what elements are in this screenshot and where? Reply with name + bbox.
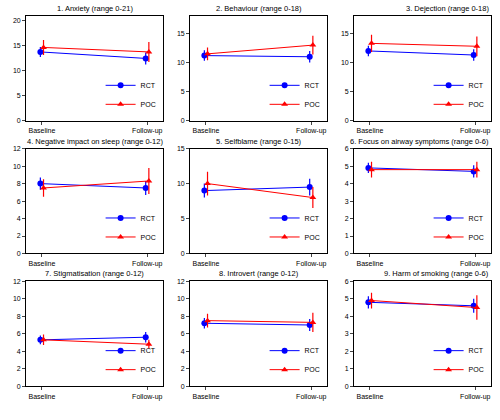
svg-text:12: 12 bbox=[13, 145, 21, 152]
svg-text:POC: POC bbox=[141, 234, 156, 241]
svg-text:Baseline: Baseline bbox=[29, 127, 56, 134]
svg-text:0: 0 bbox=[17, 117, 21, 124]
svg-text:15: 15 bbox=[177, 145, 185, 152]
svg-text:6: 6 bbox=[17, 198, 21, 205]
svg-text:1: 1 bbox=[345, 365, 349, 372]
svg-text:6: 6 bbox=[17, 330, 21, 337]
svg-text:8: 8 bbox=[181, 313, 185, 320]
svg-text:2. Behaviour (range 0-18): 2. Behaviour (range 0-18) bbox=[216, 4, 302, 13]
svg-text:3: 3 bbox=[345, 198, 349, 205]
svg-text:2: 2 bbox=[17, 365, 21, 372]
svg-text:5: 5 bbox=[181, 215, 185, 222]
svg-text:Baseline: Baseline bbox=[193, 127, 220, 134]
svg-text:6: 6 bbox=[181, 330, 185, 337]
svg-text:4: 4 bbox=[345, 313, 349, 320]
svg-text:15: 15 bbox=[13, 42, 21, 49]
svg-text:15: 15 bbox=[341, 30, 349, 37]
svg-text:2: 2 bbox=[345, 348, 349, 355]
svg-text:POC: POC bbox=[305, 234, 320, 241]
svg-text:10: 10 bbox=[177, 59, 185, 66]
svg-text:8: 8 bbox=[17, 180, 21, 187]
svg-text:RCT: RCT bbox=[305, 347, 320, 354]
svg-text:3. Dejection (range 0-18): 3. Dejection (range 0-18) bbox=[406, 4, 489, 13]
svg-text:10: 10 bbox=[13, 163, 21, 170]
svg-text:RCT: RCT bbox=[305, 215, 320, 222]
svg-text:Baseline: Baseline bbox=[29, 393, 56, 400]
svg-text:Follow-up: Follow-up bbox=[460, 393, 490, 401]
svg-text:RCT: RCT bbox=[305, 82, 320, 89]
svg-text:3: 3 bbox=[345, 330, 349, 337]
svg-text:RCT: RCT bbox=[141, 82, 156, 89]
svg-text:8: 8 bbox=[17, 313, 21, 320]
svg-text:Baseline: Baseline bbox=[357, 127, 384, 134]
svg-text:5. Selfblame (range 0-15): 5. Selfblame (range 0-15) bbox=[216, 137, 302, 146]
svg-text:Baseline: Baseline bbox=[193, 393, 220, 400]
svg-text:8. Introvert (range 0-12): 8. Introvert (range 0-12) bbox=[219, 269, 299, 278]
svg-text:POC: POC bbox=[469, 101, 484, 108]
svg-text:Baseline: Baseline bbox=[193, 260, 220, 267]
svg-text:4. Negative impact on sleep (r: 4. Negative impact on sleep (range 0-12) bbox=[27, 137, 163, 146]
svg-text:10: 10 bbox=[177, 295, 185, 302]
svg-text:6: 6 bbox=[345, 278, 349, 285]
svg-text:POC: POC bbox=[469, 234, 484, 241]
svg-text:9. Harm of smoking (range 0-6): 9. Harm of smoking (range 0-6) bbox=[384, 269, 489, 278]
svg-text:RCT: RCT bbox=[469, 215, 484, 222]
svg-text:10: 10 bbox=[177, 180, 185, 187]
svg-text:15: 15 bbox=[177, 30, 185, 37]
svg-text:0: 0 bbox=[345, 383, 349, 390]
svg-text:Follow-up: Follow-up bbox=[460, 260, 490, 268]
svg-text:RCT: RCT bbox=[141, 215, 156, 222]
svg-text:Follow-up: Follow-up bbox=[132, 127, 162, 135]
svg-text:0: 0 bbox=[181, 117, 185, 124]
svg-text:4: 4 bbox=[181, 348, 185, 355]
svg-text:12: 12 bbox=[177, 278, 185, 285]
svg-text:7. Stigmatisation (range 0-12): 7. Stigmatisation (range 0-12) bbox=[45, 269, 144, 278]
svg-text:Baseline: Baseline bbox=[357, 393, 384, 400]
svg-text:20: 20 bbox=[13, 17, 21, 24]
svg-text:Follow-up: Follow-up bbox=[132, 393, 162, 401]
svg-text:4: 4 bbox=[17, 215, 21, 222]
svg-text:4: 4 bbox=[345, 180, 349, 187]
svg-text:RCT: RCT bbox=[469, 82, 484, 89]
svg-text:6. Focus on airway symptoms (r: 6. Focus on airway symptoms (range 0-6) bbox=[350, 137, 489, 146]
svg-text:2: 2 bbox=[345, 215, 349, 222]
svg-text:2: 2 bbox=[17, 232, 21, 239]
svg-text:0: 0 bbox=[181, 250, 185, 257]
svg-text:0: 0 bbox=[345, 250, 349, 257]
svg-text:Follow-up: Follow-up bbox=[460, 127, 490, 135]
svg-text:12: 12 bbox=[13, 278, 21, 285]
svg-text:4: 4 bbox=[17, 348, 21, 355]
svg-text:0: 0 bbox=[17, 250, 21, 257]
svg-text:POC: POC bbox=[141, 101, 156, 108]
svg-text:5: 5 bbox=[345, 295, 349, 302]
svg-text:POC: POC bbox=[141, 366, 156, 373]
svg-text:Follow-up: Follow-up bbox=[296, 260, 326, 268]
svg-text:POC: POC bbox=[305, 366, 320, 373]
svg-text:Follow-up: Follow-up bbox=[296, 393, 326, 401]
svg-text:1. Anxiety (range 0-21): 1. Anxiety (range 0-21) bbox=[57, 4, 133, 13]
svg-text:5: 5 bbox=[345, 163, 349, 170]
svg-text:2: 2 bbox=[181, 365, 185, 372]
svg-text:POC: POC bbox=[305, 101, 320, 108]
svg-text:RCT: RCT bbox=[141, 347, 156, 354]
svg-text:Baseline: Baseline bbox=[29, 260, 56, 267]
svg-text:10: 10 bbox=[13, 67, 21, 74]
svg-text:10: 10 bbox=[13, 295, 21, 302]
svg-text:1: 1 bbox=[345, 232, 349, 239]
svg-text:10: 10 bbox=[341, 59, 349, 66]
svg-text:Baseline: Baseline bbox=[357, 260, 384, 267]
svg-text:5: 5 bbox=[17, 92, 21, 99]
svg-text:5: 5 bbox=[181, 88, 185, 95]
svg-text:0: 0 bbox=[17, 383, 21, 390]
svg-text:6: 6 bbox=[345, 145, 349, 152]
svg-text:Follow-up: Follow-up bbox=[296, 127, 326, 135]
svg-text:Follow-up: Follow-up bbox=[132, 260, 162, 268]
svg-text:RCT: RCT bbox=[469, 347, 484, 354]
svg-text:5: 5 bbox=[345, 88, 349, 95]
svg-text:0: 0 bbox=[181, 383, 185, 390]
svg-text:0: 0 bbox=[345, 117, 349, 124]
svg-text:POC: POC bbox=[469, 366, 484, 373]
